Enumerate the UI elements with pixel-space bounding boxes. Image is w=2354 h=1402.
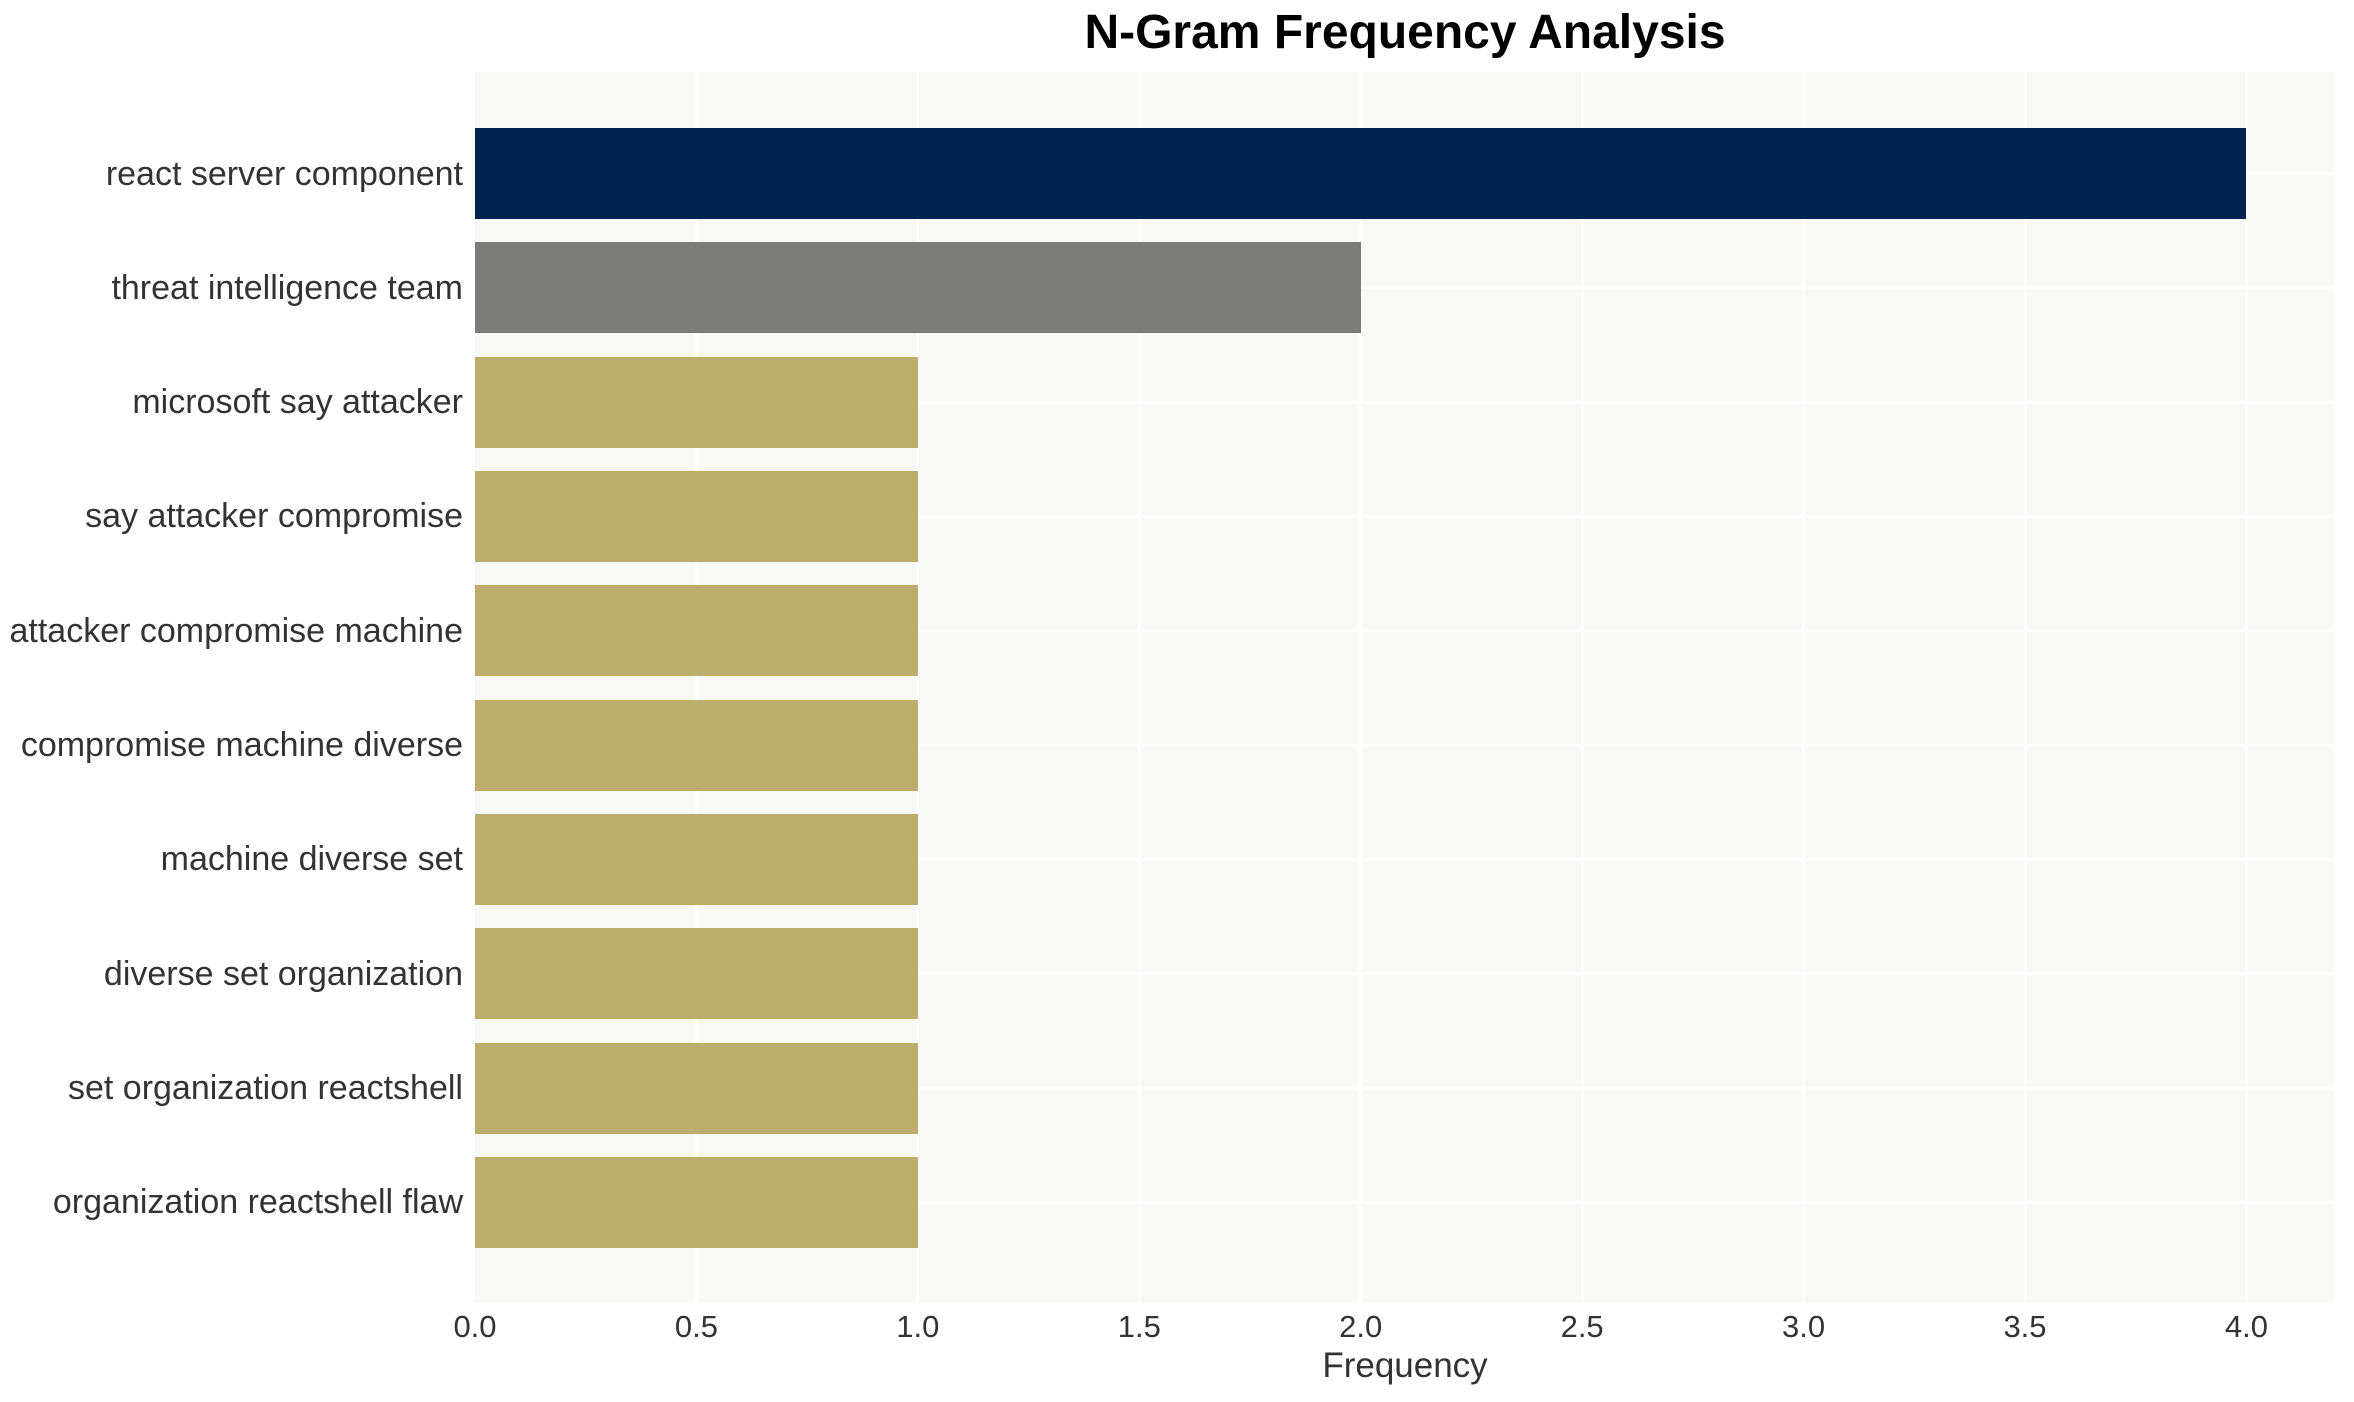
y-axis-label: organization reactshell flaw	[52, 1183, 463, 1222]
y-gridline	[475, 400, 2335, 404]
x-gridline	[1359, 72, 1363, 1303]
x-tick-label: 0.5	[674, 1309, 718, 1344]
y-gridline	[475, 857, 2335, 861]
x-gridline	[1580, 72, 1584, 1303]
chart-title: N-Gram Frequency Analysis	[1084, 6, 1726, 59]
y-gridline	[475, 629, 2335, 633]
bar	[475, 1042, 918, 1134]
x-gridline	[1137, 72, 1141, 1303]
bar	[475, 356, 918, 448]
x-tick-label: 0.0	[453, 1309, 497, 1344]
x-tick-label: 3.5	[2003, 1309, 2047, 1344]
x-tick-label: 1.0	[896, 1309, 940, 1344]
x-axis-title: Frequency	[1322, 1346, 1488, 1385]
x-gridline	[916, 72, 920, 1303]
x-gridline	[1802, 72, 1806, 1303]
y-axis-label: threat intelligence team	[111, 268, 463, 307]
y-axis-label: diverse set organization	[103, 954, 463, 993]
x-gridline	[2023, 72, 2027, 1303]
x-tick-label: 1.5	[1117, 1309, 1161, 1344]
y-gridline	[475, 514, 2335, 518]
x-tick-label: 2.0	[1339, 1309, 1383, 1344]
y-axis-label: set organization reactshell	[67, 1069, 463, 1108]
y-axis-label: microsoft say attacker	[132, 383, 463, 422]
bar	[475, 128, 2247, 219]
x-gridline	[2244, 72, 2248, 1303]
bar	[475, 813, 918, 905]
bar	[475, 585, 918, 677]
bar	[475, 928, 918, 1020]
x-tick-label: 2.5	[1560, 1309, 1604, 1344]
y-gridline	[475, 286, 2335, 290]
bar	[475, 470, 918, 562]
y-axis-label: react server component	[105, 154, 463, 193]
bar	[475, 699, 918, 791]
y-gridline	[475, 1200, 2335, 1204]
bar	[475, 1156, 918, 1248]
y-axis-label: compromise machine diverse	[20, 726, 463, 765]
y-axis-label: attacker compromise machine	[9, 611, 463, 650]
x-gridline	[694, 72, 698, 1303]
bar	[475, 242, 1361, 334]
y-axis-label: machine diverse set	[160, 840, 463, 879]
y-gridline	[475, 743, 2335, 747]
plot-area	[475, 72, 2335, 1303]
x-tick-label: 3.0	[1782, 1309, 1826, 1344]
x-tick-label: 4.0	[2224, 1309, 2268, 1344]
y-gridline	[475, 972, 2335, 976]
y-gridline	[475, 1086, 2335, 1090]
y-axis-label: say attacker compromise	[85, 497, 463, 536]
